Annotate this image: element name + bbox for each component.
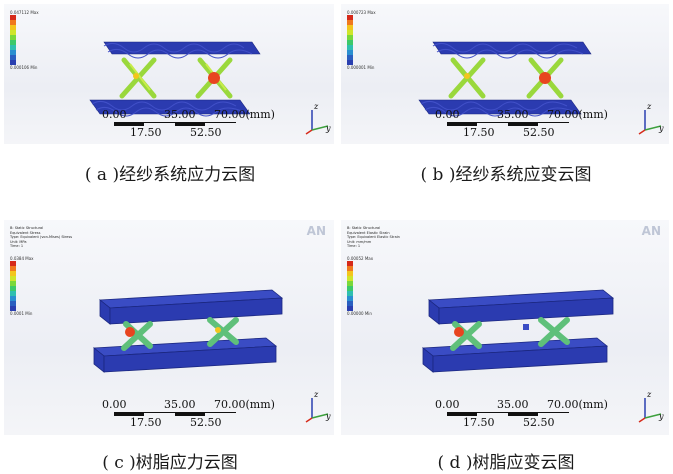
scale-52: 52.50 (190, 126, 222, 139)
scale-52: 52.50 (523, 126, 555, 139)
caption-d: ( d )树脂应变云图 (437, 453, 575, 473)
axis-triad: z y (635, 390, 665, 426)
scale-35: 35.00 (497, 398, 529, 411)
legend-max: 0.047112 Max (10, 10, 39, 15)
scale-35: 35.00 (164, 398, 196, 411)
axis-z-label: z (314, 102, 319, 111)
axis-y-label: y (659, 124, 664, 133)
scale-ticks (114, 122, 236, 126)
scale-70: 70.00(mm) (214, 398, 275, 411)
scale-17: 17.50 (463, 416, 495, 429)
legend-bars (347, 261, 353, 311)
axis-triad: z y (302, 102, 332, 138)
legend-min: 0.000106 Min (10, 65, 38, 70)
scale-ticks (447, 122, 569, 126)
legend-bars (10, 15, 16, 65)
axis-triad: z y (635, 102, 665, 138)
caption-b: ( b )经纱系统应变云图 (420, 165, 592, 185)
panel-b-warp-strain: 0.000723 Max 0.000001 Min z y 0.00 35.00… (341, 4, 669, 144)
color-legend: 0.0384 Max 0.0001 Min (10, 256, 40, 316)
legend-max: 0.00052 Max (347, 256, 374, 261)
axis-z-label: z (314, 390, 319, 399)
axis-y-label: y (326, 412, 331, 421)
ansys-logo: AN (641, 224, 661, 238)
scale-70: 70.00(mm) (547, 108, 608, 121)
panel-d-resin-strain: B: Static Structural Equivalent Elastic … (341, 220, 669, 435)
analysis-info: B: Static Structural Equivalent Stress T… (10, 226, 73, 248)
scale-ticks (114, 412, 236, 416)
analysis-info: B: Static Structural Equivalent Elastic … (347, 226, 400, 248)
scale-35: 35.00 (164, 108, 196, 121)
panel-c-resin-stress: B: Static Structural Equivalent Stress T… (4, 220, 334, 435)
color-legend: 0.000723 Max 0.000001 Min (347, 10, 377, 70)
scale-0: 0.00 (102, 108, 127, 121)
scale-70: 70.00(mm) (214, 108, 275, 121)
scale-70: 70.00(mm) (547, 398, 608, 411)
scale-bar: 0.00 35.00 70.00(mm) 17.50 52.50 (102, 398, 282, 434)
axis-z-label: z (647, 390, 652, 399)
legend-min: 0.000001 Min (347, 65, 375, 70)
scale-0: 0.00 (435, 108, 460, 121)
legend-max: 0.000723 Max (347, 10, 376, 15)
caption-c: ( c )树脂应力云图 (102, 453, 238, 473)
warp-strain-model (418, 41, 592, 117)
caption-a: ( a )经纱系统应力云图 (84, 165, 256, 185)
scale-bar: 0.00 35.00 70.00(mm) 17.50 52.50 (435, 108, 615, 144)
scale-bar: 0.00 35.00 70.00(mm) 17.50 52.50 (435, 398, 615, 434)
legend-min: 0.00000 Min (347, 311, 372, 316)
legend-bars (347, 15, 353, 65)
scale-35: 35.00 (497, 108, 529, 121)
resin-stress-model (92, 289, 284, 373)
warp-stress-model (89, 41, 261, 117)
scale-52: 52.50 (190, 416, 222, 429)
color-legend: 0.047112 Max 0.000106 Min (10, 10, 40, 70)
color-legend: 0.00052 Max 0.00000 Min (347, 256, 377, 316)
scale-52: 52.50 (523, 416, 555, 429)
ansys-logo: AN (306, 224, 326, 238)
axis-triad: z y (302, 390, 332, 426)
legend-max: 0.0384 Max (10, 256, 34, 261)
axis-y-label: y (659, 412, 664, 421)
axis-z-label: z (647, 102, 652, 111)
scale-17: 17.50 (130, 126, 162, 139)
legend-bars (10, 261, 16, 311)
scale-ticks (447, 412, 569, 416)
scale-17: 17.50 (130, 416, 162, 429)
scale-0: 0.00 (435, 398, 460, 411)
panel-a-warp-stress: 0.047112 Max 0.000106 Min z y 0.00 35.00… (4, 4, 334, 144)
scale-0: 0.00 (102, 398, 127, 411)
resin-strain-model (421, 289, 615, 373)
legend-min: 0.0001 Min (10, 311, 33, 316)
scale-bar: 0.00 35.00 70.00(mm) 17.50 52.50 (102, 108, 282, 144)
scale-17: 17.50 (463, 126, 495, 139)
axis-y-label: y (326, 124, 331, 133)
